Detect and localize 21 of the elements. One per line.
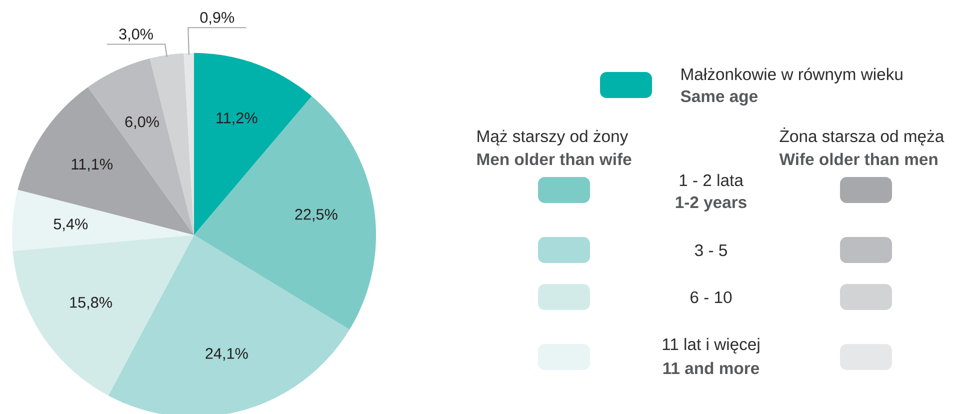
legend-label: Małżonkowie w równym wieku [682,68,902,84]
text: 1 - 2 lata [680,174,744,186]
data-label: 3,0% [119,28,153,42]
text: Men older than wife [477,152,632,166]
text: Żona starsza od męża [780,128,944,146]
text: Wife older than men [779,152,938,166]
data-label: 5,4% [54,218,88,232]
text: 1-2 years [676,196,746,212]
data-label: 22,5% [295,208,338,222]
text: 11 lat i więcej [662,338,760,354]
data-label: 11,1% [72,158,112,172]
text: 11 and more [663,362,760,374]
data-label: 0,9% [200,12,234,25]
text: 3 - 5 [694,244,727,256]
text: Same age [680,90,758,106]
text: Mąż starszy od żony [478,130,628,146]
data-label: 15,8% [70,296,112,310]
data-label: 11,2% [216,112,258,126]
data-label: 24,1% [206,348,248,361]
data-label: 6,0% [125,116,159,130]
text: 6 - 10 [690,291,732,304]
